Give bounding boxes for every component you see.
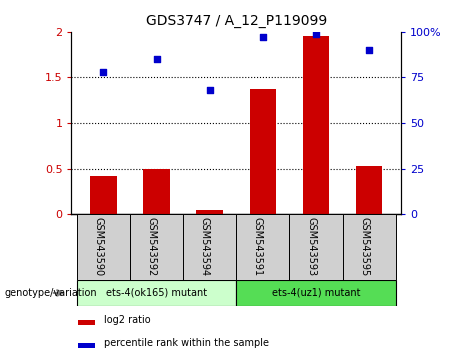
Bar	[77, 280, 236, 306]
Bar	[78, 320, 95, 325]
Bar	[90, 176, 117, 214]
Bar	[356, 166, 383, 214]
Bar	[183, 214, 236, 280]
Bar	[303, 36, 329, 214]
Bar	[343, 214, 396, 280]
Point	[206, 87, 213, 93]
Point	[259, 34, 266, 40]
Text: GSM543592: GSM543592	[147, 217, 157, 277]
Text: ets-4(uz1) mutant: ets-4(uz1) mutant	[272, 288, 360, 298]
Text: log2 ratio: log2 ratio	[104, 315, 151, 325]
Text: GSM543593: GSM543593	[306, 217, 316, 276]
Text: GSM543590: GSM543590	[94, 217, 103, 276]
Bar	[249, 89, 276, 214]
Bar	[236, 214, 290, 280]
Text: ets-4(ok165) mutant: ets-4(ok165) mutant	[106, 288, 207, 298]
Bar	[236, 280, 396, 306]
Bar	[143, 169, 170, 214]
Bar	[290, 214, 343, 280]
Text: GSM543594: GSM543594	[200, 217, 210, 276]
Text: percentile rank within the sample: percentile rank within the sample	[104, 338, 269, 348]
Bar	[77, 214, 130, 280]
Point	[100, 69, 107, 75]
Text: GSM543591: GSM543591	[253, 217, 263, 276]
Bar	[196, 210, 223, 214]
Bar	[130, 214, 183, 280]
Title: GDS3747 / A_12_P119099: GDS3747 / A_12_P119099	[146, 14, 327, 28]
Text: genotype/variation: genotype/variation	[5, 288, 97, 298]
Bar	[78, 343, 95, 348]
Text: GSM543595: GSM543595	[359, 217, 369, 277]
Point	[366, 47, 373, 53]
Point	[153, 56, 160, 62]
Point	[312, 31, 319, 36]
